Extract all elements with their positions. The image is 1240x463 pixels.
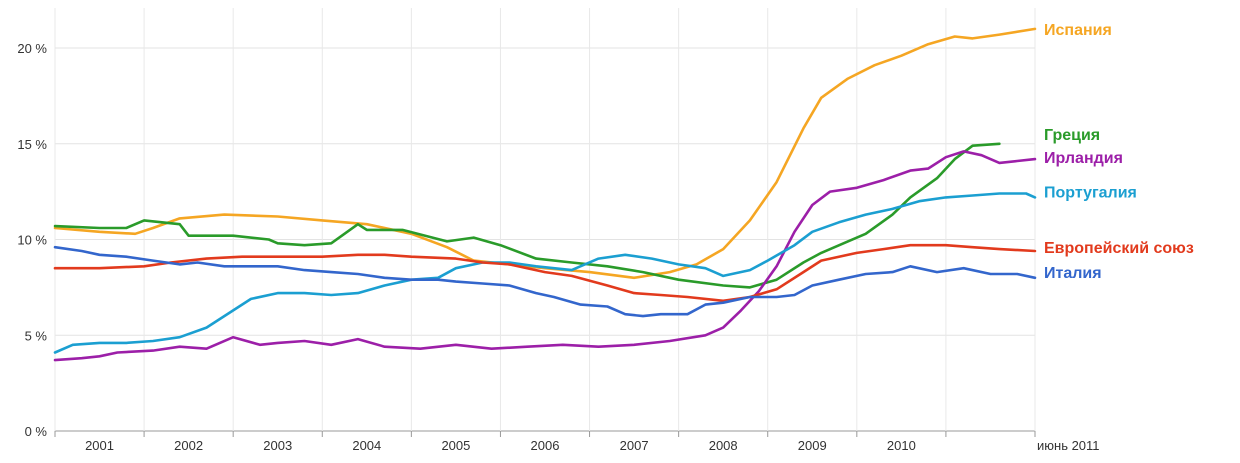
series-line bbox=[53, 150, 1037, 362]
series-line bbox=[53, 27, 1037, 280]
series-line bbox=[53, 245, 1037, 318]
series-line bbox=[53, 192, 1037, 354]
x-tick-label: 2003 bbox=[263, 438, 292, 453]
x-tick-label: 2005 bbox=[441, 438, 470, 453]
series-line bbox=[53, 142, 1001, 289]
series-line bbox=[53, 243, 1037, 303]
series-lines bbox=[53, 27, 1037, 362]
x-tick-label: 2009 bbox=[798, 438, 827, 453]
x-tick-label: 2008 bbox=[709, 438, 738, 453]
x-tick-label: 2002 bbox=[174, 438, 203, 453]
y-tick-label: 15 % bbox=[17, 137, 47, 152]
legend-label: Италия bbox=[1044, 265, 1102, 282]
x-tick-label: 2004 bbox=[352, 438, 381, 453]
legend-label: Ирландия bbox=[1044, 150, 1123, 167]
y-tick-label: 0 % bbox=[25, 424, 48, 439]
axes: 0 % 5 % 10 % 15 % 20 % 2001 2002 2003 2004 2005 20… bbox=[17, 41, 1099, 453]
y-tick-label: 20 % bbox=[17, 41, 47, 56]
legend-label: Испания bbox=[1044, 22, 1112, 39]
y-tick-label: 5 % bbox=[25, 328, 48, 343]
legend: Испания Греция Ирландия Португалия Европейск… bbox=[1044, 22, 1194, 282]
x-tick-label: 2001 bbox=[85, 438, 114, 453]
x-tick-label: 2010 bbox=[887, 438, 916, 453]
y-tick-label: 10 % bbox=[17, 233, 47, 248]
legend-label: Греция bbox=[1044, 127, 1100, 144]
x-tick-label: 2007 bbox=[620, 438, 649, 453]
legend-label: Европейский союз bbox=[1044, 240, 1194, 257]
x-tick-label: 2006 bbox=[531, 438, 560, 453]
legend-label: Португалия bbox=[1044, 185, 1137, 202]
x-tick-label: июнь 2011 bbox=[1037, 438, 1100, 453]
grid bbox=[54, 8, 1036, 432]
